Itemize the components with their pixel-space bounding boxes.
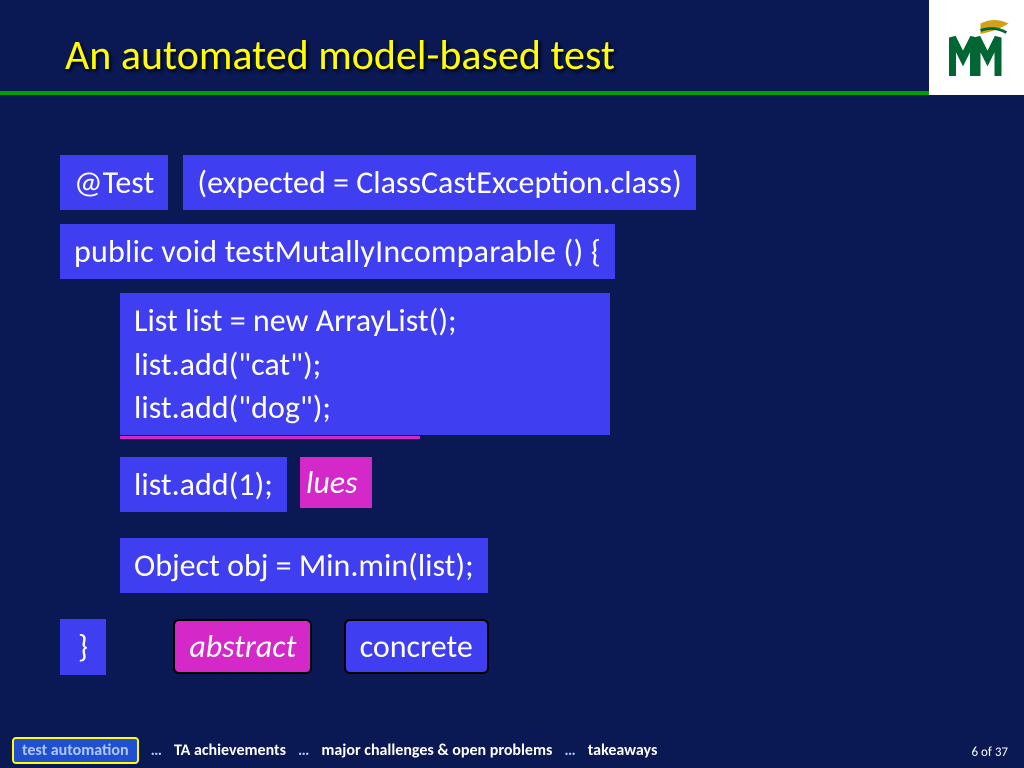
code-line: List list = new ArrayList(); <box>134 299 596 342</box>
legend-abstract: abstract <box>173 619 312 674</box>
university-logo <box>929 0 1024 95</box>
code-expected: (expected = ClassCastException.class) <box>183 155 695 210</box>
footer-section[interactable]: TA achievements <box>174 741 286 760</box>
footer-separator: … <box>564 741 575 760</box>
slide-title: An automated model-based test <box>0 0 1024 91</box>
slide-body: @Test (expected = ClassCastException.cla… <box>0 95 1024 675</box>
code-body-setup: List list = new ArrayList(); list.add("c… <box>120 293 610 435</box>
legend-concrete: concrete <box>344 619 489 674</box>
abstract-peek: lues <box>300 457 372 508</box>
code-annotation: @Test <box>60 155 168 210</box>
footer-separator: … <box>151 741 162 760</box>
footer-section[interactable]: major challenges & open problems <box>321 741 552 760</box>
footer-separator: … <box>298 741 309 760</box>
abstract-underline <box>120 436 420 439</box>
footer-section[interactable]: takeaways <box>588 741 658 760</box>
code-signature: public void testMutallyIncomparable () { <box>60 224 615 279</box>
code-line: list.add("dog"); <box>134 386 596 429</box>
page-number: 6 of 37 <box>972 745 1008 760</box>
code-body-add-int: list.add(1); <box>120 457 287 512</box>
code-line: list.add("cat"); <box>134 343 596 386</box>
footer-nav: test automation … TA achievements … majo… <box>0 732 1024 768</box>
code-close-brace: } <box>60 619 106 674</box>
footer-active-section[interactable]: test automation <box>12 737 139 764</box>
code-body-call: Object obj = Min.min(list); <box>120 538 488 593</box>
